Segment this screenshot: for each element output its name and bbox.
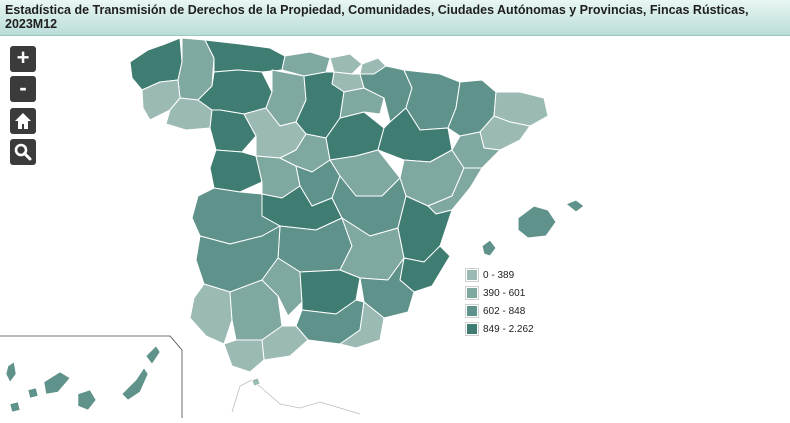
province-zaragoza[interactable]	[377, 107, 453, 163]
map-title-line-1: Estadística de Transmisión de Derechos d…	[5, 3, 749, 17]
spain-choropleth-map[interactable]	[0, 36, 790, 418]
island-ibiza[interactable]	[481, 239, 497, 257]
province-almeria[interactable]	[339, 301, 385, 349]
province-bizkaia[interactable]	[329, 53, 363, 75]
island-menorca[interactable]	[565, 199, 585, 213]
island-fuerteventura[interactable]	[121, 367, 149, 401]
legend-item[interactable]: 0 - 389	[466, 266, 534, 284]
province-huelva[interactable]	[189, 283, 233, 345]
legend-label: 390 - 601	[483, 287, 526, 299]
province-salamanca[interactable]	[209, 149, 263, 193]
legend-swatch	[466, 323, 478, 335]
legend-swatch	[466, 269, 478, 281]
search-icon	[14, 143, 32, 161]
zoom-out-label: -	[19, 75, 27, 100]
search-button[interactable]	[10, 139, 36, 165]
legend-item[interactable]: 390 - 601	[466, 284, 534, 302]
province-asturias[interactable]	[204, 39, 286, 73]
island-la-gomera[interactable]	[27, 387, 39, 399]
legend-item[interactable]: 602 - 848	[466, 302, 534, 320]
map-title: Estadística de Transmisión de Derechos d…	[0, 0, 790, 36]
map-legend: 0 - 389 390 - 601 602 - 848 849 - 2.262	[466, 266, 534, 338]
provinces-svg	[0, 37, 585, 418]
home-icon	[15, 113, 31, 129]
province-zamora[interactable]	[209, 109, 257, 153]
zoom-in-label: +	[16, 45, 30, 70]
province-cadiz[interactable]	[223, 339, 265, 373]
north-africa-outline	[231, 377, 361, 415]
island-el-hierro[interactable]	[9, 401, 21, 413]
island-mallorca[interactable]	[517, 205, 557, 239]
zoom-out-button[interactable]: -	[10, 76, 36, 102]
island-gran-canaria[interactable]	[77, 389, 97, 411]
legend-item[interactable]: 849 - 2.262	[466, 320, 534, 338]
island-tenerife[interactable]	[43, 371, 71, 395]
legend-label: 849 - 2.262	[483, 323, 534, 335]
legend-swatch	[466, 305, 478, 317]
home-button[interactable]	[10, 108, 36, 134]
island-la-palma[interactable]	[5, 361, 17, 383]
legend-label: 602 - 848	[483, 305, 526, 317]
zoom-in-button[interactable]: +	[10, 46, 36, 72]
map-title-line-2: 2023M12	[5, 17, 58, 31]
legend-label: 0 - 389	[483, 269, 515, 281]
island-lanzarote[interactable]	[145, 345, 161, 365]
canary-islands-inset	[0, 335, 183, 418]
province-tarragona[interactable]	[451, 131, 501, 169]
ceuta[interactable]	[251, 377, 261, 387]
legend-swatch	[466, 287, 478, 299]
